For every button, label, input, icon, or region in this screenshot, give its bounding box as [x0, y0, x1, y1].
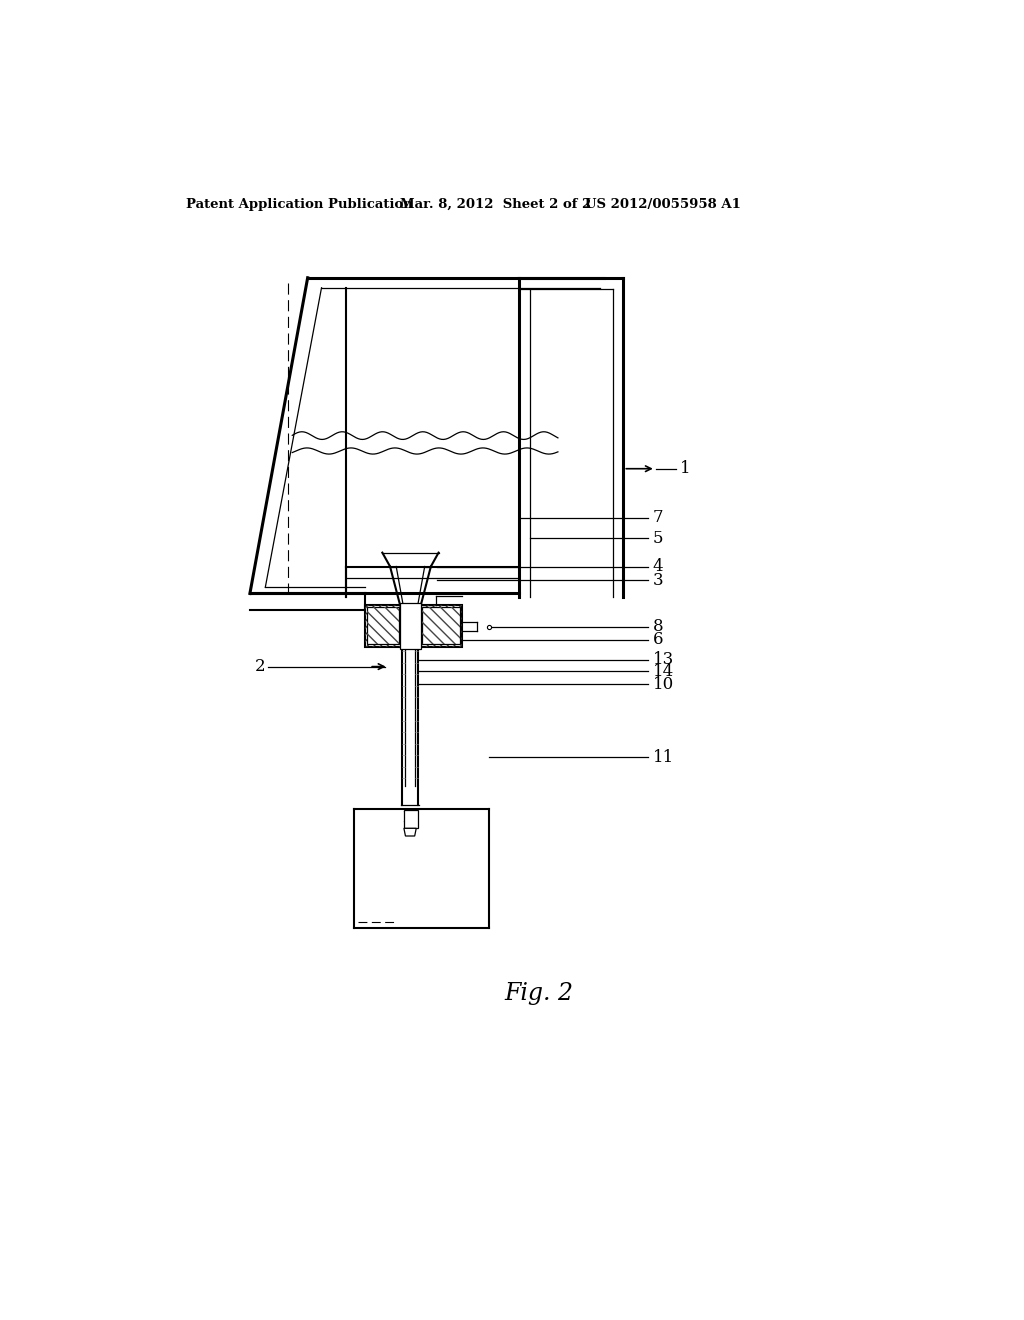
Polygon shape [403, 829, 416, 836]
Text: 10: 10 [652, 676, 674, 693]
Text: 8: 8 [652, 618, 664, 635]
Text: 11: 11 [652, 748, 674, 766]
Text: Mar. 8, 2012  Sheet 2 of 2: Mar. 8, 2012 Sheet 2 of 2 [400, 198, 591, 211]
Bar [367, 607, 399, 644]
Text: Fig. 2: Fig. 2 [504, 982, 573, 1006]
Bar [403, 810, 418, 829]
Text: 6: 6 [652, 631, 664, 648]
Text: 4: 4 [652, 558, 664, 576]
Text: 5: 5 [652, 529, 664, 546]
Bar [422, 607, 460, 644]
Bar [400, 603, 421, 649]
Bar [367, 607, 399, 644]
Text: 2: 2 [255, 659, 265, 675]
Text: 13: 13 [652, 651, 674, 668]
Bar [422, 607, 460, 644]
Bar [366, 605, 462, 647]
Bar [366, 605, 462, 647]
Text: 7: 7 [652, 510, 664, 527]
Text: 3: 3 [652, 572, 664, 589]
Text: Patent Application Publication: Patent Application Publication [186, 198, 413, 211]
Text: 1: 1 [680, 461, 691, 478]
Text: 14: 14 [652, 663, 674, 680]
Text: US 2012/0055958 A1: US 2012/0055958 A1 [585, 198, 740, 211]
